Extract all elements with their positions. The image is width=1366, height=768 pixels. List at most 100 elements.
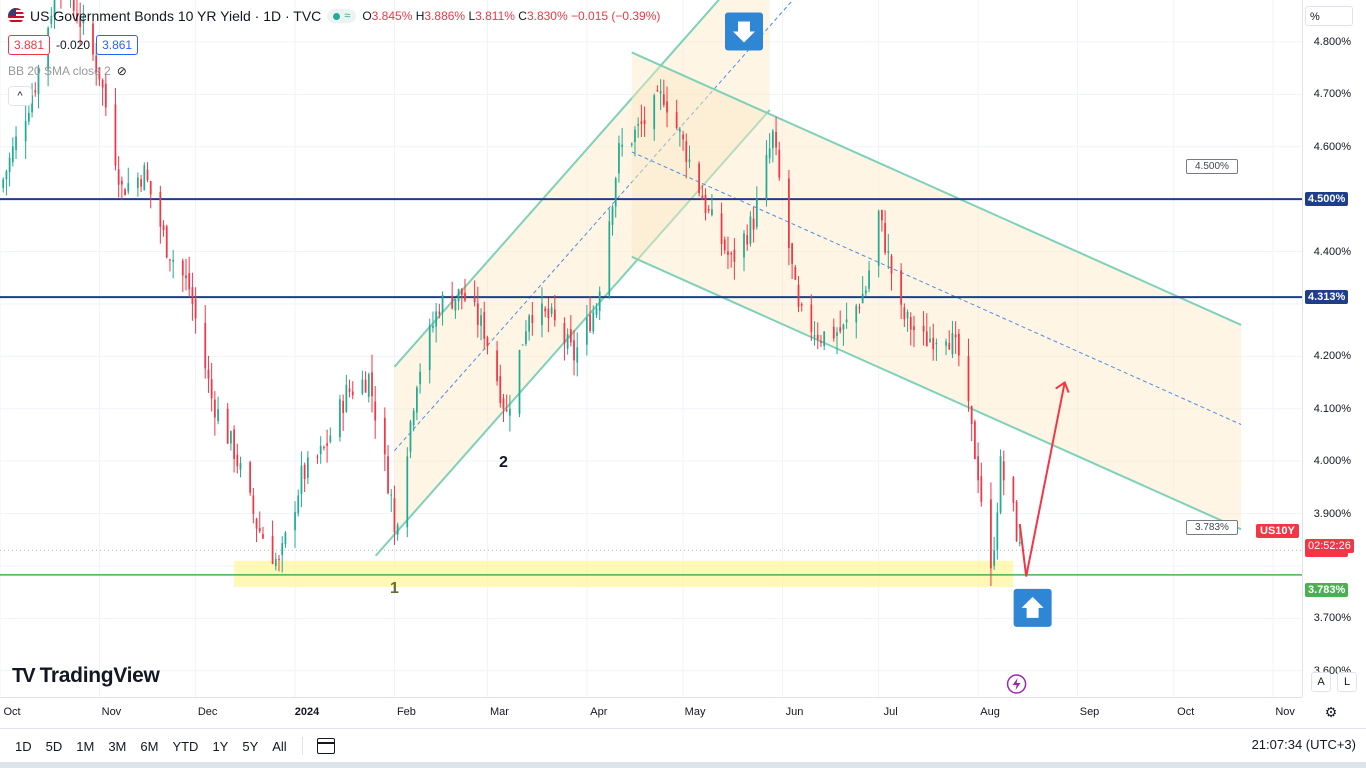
timeframe-5y[interactable]: 5Y bbox=[242, 738, 259, 754]
candle-body bbox=[531, 314, 534, 324]
candle-body bbox=[11, 146, 14, 163]
candle-body bbox=[82, 18, 85, 24]
clock-time[interactable]: 21:07:34 (UTC+3) bbox=[1251, 737, 1356, 752]
timeframe-6m[interactable]: 6M bbox=[140, 738, 159, 754]
candle-body bbox=[611, 206, 614, 225]
candle-body bbox=[704, 194, 707, 214]
buy-signal-icon bbox=[1013, 588, 1052, 627]
candle-body bbox=[165, 226, 168, 258]
candle-body bbox=[1018, 541, 1021, 544]
candle-body bbox=[505, 409, 508, 411]
price-axis[interactable]: 4.800% 4.700% 4.600% 4.400% 4.200% 4.100% 4.00… bbox=[1302, 0, 1366, 697]
candle-body bbox=[2, 179, 5, 189]
ohlc-values: O3.845% H3.886% L3.811% C3.830% −0.015 (… bbox=[362, 9, 661, 23]
candle-body bbox=[1015, 501, 1018, 541]
settings-gear-icon[interactable]: ⚙ bbox=[1324, 704, 1338, 720]
candle-body bbox=[258, 527, 261, 532]
time-tick-label: May bbox=[684, 706, 706, 718]
candle-body bbox=[432, 325, 434, 328]
time-tick-label: Nov bbox=[1275, 706, 1295, 718]
status-dot-icon bbox=[333, 12, 341, 20]
market-status-badge[interactable]: ≈ bbox=[327, 9, 357, 23]
candle-body bbox=[698, 163, 700, 194]
candle-body bbox=[460, 288, 463, 295]
sell-button[interactable]: 3.881 bbox=[8, 35, 51, 55]
candle-body bbox=[755, 199, 758, 228]
timeframe-1d[interactable]: 1D bbox=[15, 738, 32, 754]
log-scale-button[interactable]: L bbox=[1337, 672, 1357, 692]
candle-body bbox=[595, 307, 598, 315]
symbol-title[interactable]: US Government Bonds 10 YR Yield · 1D · T… bbox=[30, 8, 322, 24]
timeframe-5d[interactable]: 5D bbox=[45, 738, 63, 754]
tradingview-logo: TV TradingView bbox=[12, 664, 160, 688]
price-tick-label: 4.700% bbox=[1313, 88, 1351, 101]
bottom-toolbar: 1D 5D 1M 3M 6M YTD 1Y 5Y All bbox=[0, 728, 1366, 763]
candle-body bbox=[637, 123, 640, 126]
timeframe-1m[interactable]: 1M bbox=[76, 738, 95, 754]
calendar-icon[interactable] bbox=[316, 738, 335, 754]
candle-body bbox=[864, 290, 867, 294]
candle-body bbox=[464, 292, 466, 301]
collapse-legend-button[interactable]: ^ bbox=[8, 86, 32, 106]
candle-body bbox=[339, 399, 341, 438]
candle-body bbox=[252, 495, 255, 514]
candle-body bbox=[832, 326, 835, 339]
eye-hidden-icon[interactable]: ⊘ bbox=[116, 64, 127, 78]
candle-body bbox=[284, 532, 287, 545]
candle-body bbox=[486, 337, 489, 347]
price-tick-label: 4.800% bbox=[1313, 35, 1351, 48]
candle-body bbox=[159, 191, 162, 227]
candle-body bbox=[666, 101, 668, 113]
candle-body bbox=[727, 251, 729, 256]
candle-body bbox=[233, 429, 235, 459]
candle-body bbox=[935, 342, 938, 345]
buy-button[interactable]: 3.861 bbox=[96, 35, 139, 55]
candle-body bbox=[884, 222, 886, 253]
candle-body bbox=[396, 524, 399, 535]
candle-body bbox=[281, 543, 284, 556]
candle-body bbox=[925, 331, 928, 347]
candle-body bbox=[451, 295, 454, 309]
candle-body bbox=[101, 80, 104, 88]
wave-label-2: 2 bbox=[499, 454, 508, 471]
timeframe-1y[interactable]: 1Y bbox=[212, 738, 229, 754]
candle-body bbox=[768, 148, 771, 159]
candle-body bbox=[765, 154, 768, 199]
price-scale-unit[interactable]: % bbox=[1305, 6, 1353, 26]
candle-body bbox=[544, 308, 547, 312]
candle-body bbox=[929, 338, 931, 342]
signal-arrow bbox=[733, 21, 755, 43]
timeframe-ytd[interactable]: YTD bbox=[172, 738, 199, 754]
candle-body bbox=[303, 464, 306, 480]
candle-body bbox=[836, 332, 838, 337]
candle-body bbox=[906, 311, 909, 319]
candle-body bbox=[351, 391, 354, 396]
candle-body bbox=[127, 183, 130, 192]
candle-body bbox=[521, 344, 524, 346]
indicator-legend[interactable]: BB 20 SMA close 2 ⊘ bbox=[8, 64, 127, 78]
time-tick-label: Feb bbox=[396, 706, 416, 718]
tradingview-logo-text: TradingView bbox=[39, 664, 160, 687]
candle-body bbox=[970, 406, 973, 425]
support-zone bbox=[234, 560, 1014, 587]
candle-body bbox=[563, 322, 566, 344]
candle-body bbox=[188, 273, 191, 290]
candle-body bbox=[483, 312, 486, 339]
candle-body bbox=[473, 297, 476, 303]
candle-body bbox=[553, 309, 556, 321]
candle-body bbox=[999, 456, 1002, 513]
candle-body bbox=[210, 379, 213, 399]
timeframe-3m[interactable]: 3M bbox=[108, 738, 127, 754]
ascending-channel-mid bbox=[394, 0, 794, 452]
candle-body bbox=[675, 112, 678, 129]
auto-scale-button[interactable]: A bbox=[1311, 672, 1331, 692]
price-tag-support: 3.783% bbox=[1305, 582, 1349, 597]
timeframe-all[interactable]: All bbox=[272, 738, 287, 754]
time-axis[interactable]: Oct Nov Dec 2024 Feb Mar Apr May Jun Jul Aug Sep Oct… bbox=[0, 697, 1302, 726]
price-tick-label: 4.100% bbox=[1313, 402, 1351, 415]
candle-body bbox=[98, 67, 101, 80]
candle-body bbox=[518, 350, 521, 414]
candle-body bbox=[297, 495, 300, 514]
candle-body bbox=[306, 457, 309, 478]
